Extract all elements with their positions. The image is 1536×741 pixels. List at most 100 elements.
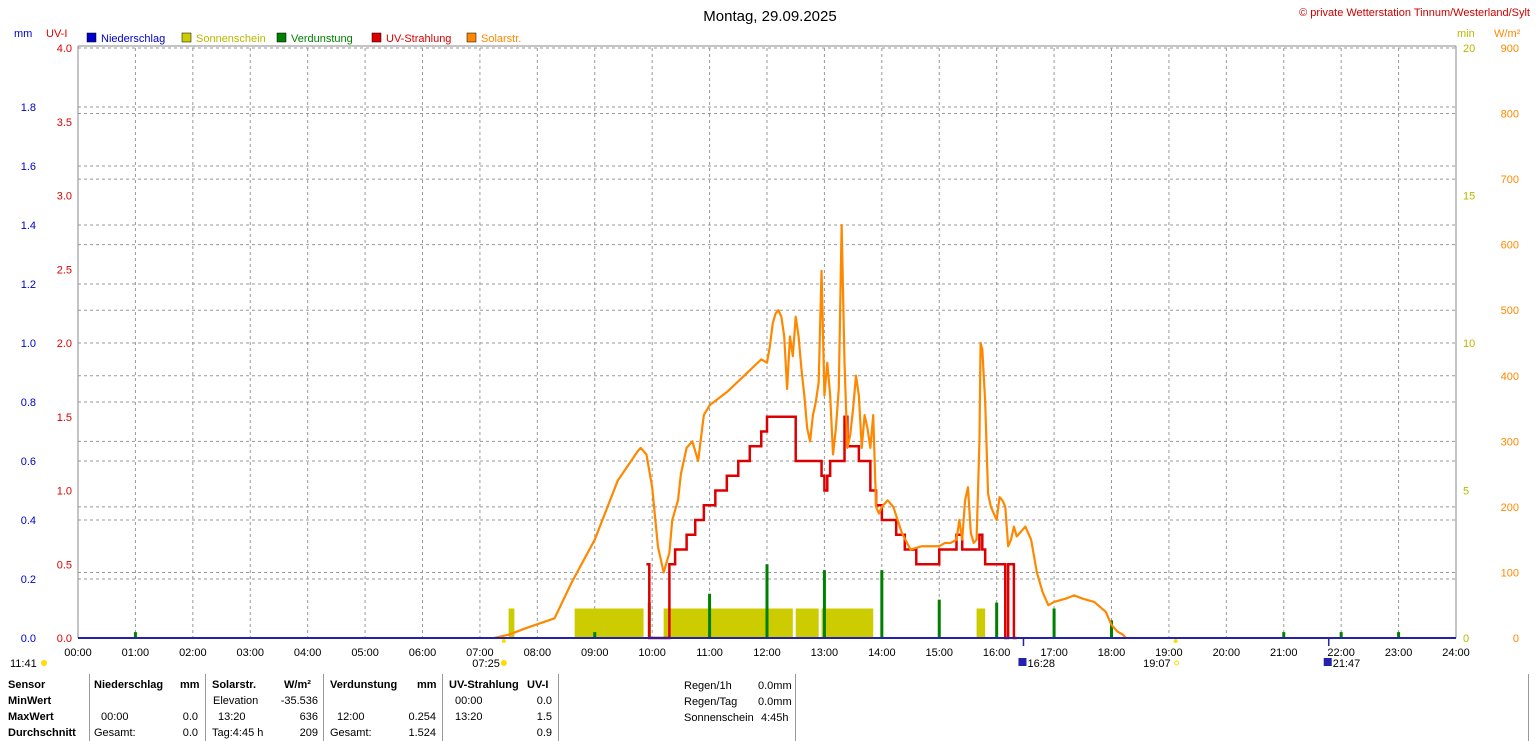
y-tick-label-precip: 1.6 [21, 161, 36, 173]
evaporation-spike [708, 593, 712, 638]
chart-background [0, 0, 1536, 672]
y-tick-label-precip: 1.8 [21, 102, 36, 114]
x-tick-label: 21:00 [1270, 647, 1298, 659]
row-avg: Durchschnitt [8, 727, 76, 739]
y-tick-label-solar: 500 [1501, 305, 1519, 317]
y-tick-label-sunshine: 5 [1463, 486, 1469, 498]
evap-avg-label: Gesamt: [330, 727, 372, 739]
x-tick-label: 18:00 [1098, 647, 1126, 659]
y-tick-label-solar: 900 [1501, 43, 1519, 55]
x-tick-label: 04:00 [294, 647, 322, 659]
sunrise-tick [501, 639, 506, 643]
x-tick-label: 13:00 [811, 647, 839, 659]
stats-table: Sensor Niederschlag mm Solarstr. W/m² Ve… [0, 672, 1536, 741]
y-tick-label-precip: 0.0 [21, 633, 36, 645]
divider [205, 674, 206, 741]
x-tick-label: 16:00 [983, 647, 1011, 659]
y-tick-label-sunshine: 15 [1463, 191, 1475, 203]
axis-label-uv: UV-I [46, 28, 67, 40]
uv-max-time: 13:20 [455, 711, 483, 723]
axis-label-solar: W/m² [1494, 28, 1521, 40]
start-time-label: 11:41 [10, 658, 37, 670]
evaporation-spike [1397, 632, 1401, 638]
legend-swatch-sunshine [181, 32, 192, 43]
sunrise-icon [500, 660, 507, 666]
legend-swatch-solar [466, 32, 477, 43]
x-tick-label: 11:00 [696, 647, 723, 659]
solar-avg-value: 209 [299, 727, 318, 739]
legend-precip: Niederschlag [101, 33, 165, 45]
axis-label-precip: mm [14, 28, 32, 40]
solar-max-value: 636 [299, 711, 318, 723]
evaporation-spike [1110, 620, 1113, 638]
uv-min-time: 00:00 [455, 695, 483, 707]
x-tick-label: 02:00 [179, 647, 207, 659]
col-uv-unit: UV-I [527, 679, 549, 691]
evaporation-spike [937, 599, 941, 638]
y-tick-label-solar: 100 [1501, 567, 1519, 579]
legend-evap: Verdunstung [291, 33, 353, 45]
col-evap: Verdunstung [330, 679, 398, 691]
precip-avg-value: 0.0 [182, 727, 198, 739]
rain-day-label: Regen/Tag [684, 696, 738, 708]
x-tick-label: 10:00 [638, 647, 666, 659]
solar-avg-label: Tag:4:45 h [212, 727, 264, 739]
x-tick-label: 05:00 [351, 647, 379, 659]
moonset-icon [1323, 658, 1332, 666]
uv-avg-value: 0.9 [536, 727, 552, 739]
sun-icon [41, 660, 47, 666]
legend-sunshine: Sonnenschein [196, 33, 266, 45]
moonrise-icon [1018, 658, 1027, 666]
y-tick-label-sunshine: 20 [1463, 43, 1475, 55]
x-tick-label: 03:00 [236, 647, 264, 659]
sunshine-label: Sonnenschein [684, 712, 754, 724]
x-tick-label: 01:00 [122, 647, 150, 659]
x-tick-label: 08:00 [524, 647, 552, 659]
sunshine-value: 4:45h [761, 712, 789, 724]
legend-solar: Solarstr. [481, 33, 521, 45]
sunshine-bar [508, 608, 515, 638]
x-tick-label: 00:00 [64, 647, 92, 659]
solar-line [494, 223, 1127, 640]
x-tick-label: 22:00 [1327, 647, 1355, 659]
y-tick-label-precip: 0.2 [21, 574, 36, 586]
x-tick-label: 23:00 [1385, 647, 1413, 659]
x-tick-label: 09:00 [581, 647, 609, 659]
legend: Niederschlag Sonnenschein Verdunstung UV… [86, 32, 521, 45]
sunshine-bar [976, 608, 986, 638]
x-tick-label: 19:00 [1155, 647, 1183, 659]
y-tick-label-sunshine: 10 [1463, 338, 1475, 350]
evap-max-value: 0.254 [408, 711, 436, 723]
col-precip-unit: mm [180, 679, 200, 691]
plot-frame [77, 45, 1457, 639]
sunshine-bar [821, 608, 874, 638]
y-tick-label-uv: 3.0 [57, 191, 72, 203]
col-solar: Solarstr. [212, 679, 257, 691]
y-tick-label-uv: 3.5 [57, 117, 72, 129]
x-tick-label: 24:00 [1442, 647, 1470, 659]
evaporation-spike [880, 570, 884, 638]
evaporation-spike [822, 570, 826, 638]
precip-max-time: 00:00 [101, 711, 129, 723]
sunrise-label: 07:25 [472, 658, 500, 670]
x-tick-label: 17:00 [1040, 647, 1068, 659]
y-tick-label-solar: 800 [1501, 109, 1519, 121]
y-tick-label-solar: 300 [1501, 436, 1519, 448]
axis-ticks: 00:00 01:00 02:00 03:00 04:00 05:00 06:00 07:00… [21, 43, 1519, 659]
y-tick-label-uv: 1.5 [57, 412, 72, 424]
weather-chart: Montag, 29.09.2025 © private Wetterstati… [0, 0, 1536, 672]
moonset-label: 21:47 [1333, 658, 1361, 670]
divider [323, 674, 324, 741]
grid [78, 47, 1456, 638]
row-min: MinWert [8, 695, 52, 707]
axis-label-sunshine: min [1457, 28, 1475, 40]
legend-swatch-precip [86, 32, 97, 43]
solar-max-time: 13:20 [218, 711, 246, 723]
evap-max-time: 12:00 [337, 711, 365, 723]
col-precip: Niederschlag [94, 679, 164, 691]
evaporation-spike [765, 564, 769, 638]
series-lines [494, 223, 1127, 640]
solar-min-value: -35.536 [280, 695, 318, 707]
precip-max-value: 0.0 [182, 711, 198, 723]
y-tick-label-solar: 400 [1501, 371, 1519, 383]
